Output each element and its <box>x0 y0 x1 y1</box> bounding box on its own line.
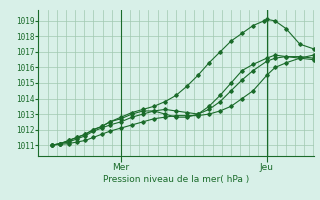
X-axis label: Pression niveau de la mer( hPa ): Pression niveau de la mer( hPa ) <box>103 175 249 184</box>
